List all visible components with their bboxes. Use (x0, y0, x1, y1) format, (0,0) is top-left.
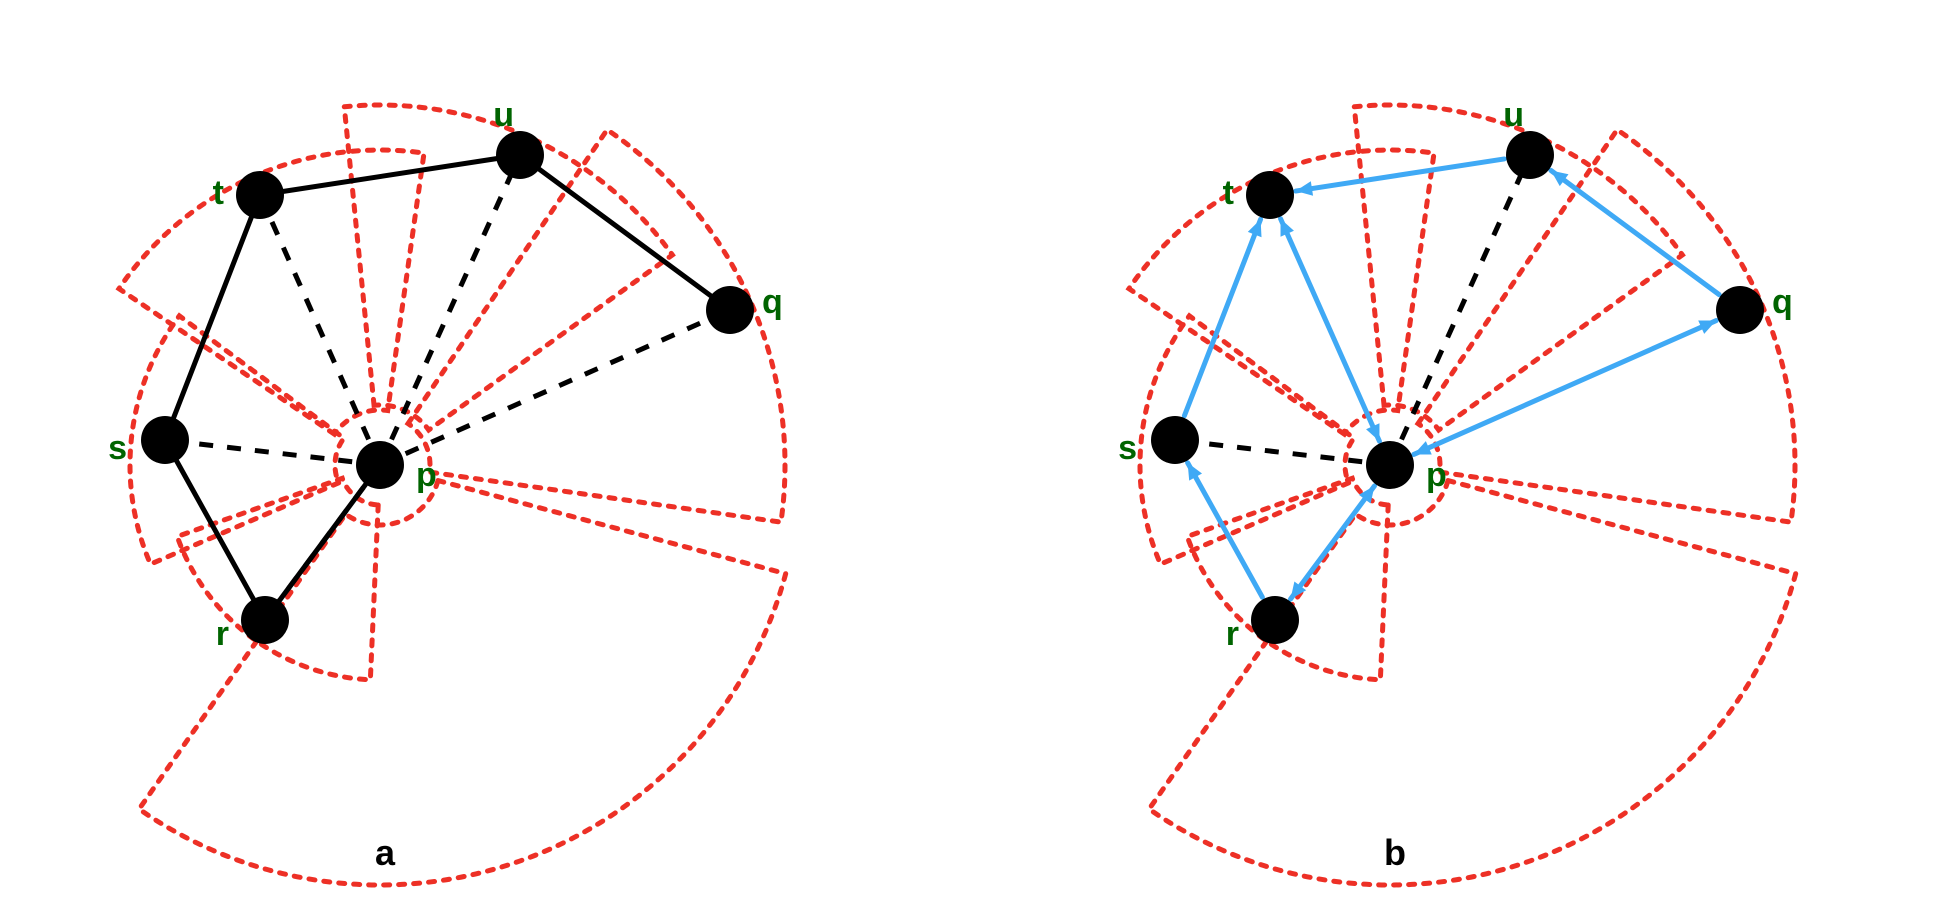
cones-layer (119, 105, 786, 885)
node-label-q: q (762, 283, 783, 321)
dashed-edge-p-s (165, 440, 380, 465)
node-s (1151, 416, 1199, 464)
panel-label-a: a (375, 832, 396, 873)
node-q (1716, 286, 1764, 334)
cone-region (1149, 481, 1796, 885)
panel-a: p q r s t u (108, 96, 786, 885)
node-label-s: s (108, 429, 127, 467)
node-label-r: r (1226, 615, 1239, 653)
node-label-u: u (493, 96, 514, 134)
panel-b: p q r s t u (1118, 96, 1796, 885)
arrow-edge (1281, 219, 1380, 441)
node-p (356, 441, 404, 489)
arrow-edge (1551, 170, 1719, 294)
cone-region (139, 481, 786, 885)
node-q (706, 286, 754, 334)
node-label-t: t (213, 174, 224, 212)
arrow-head (1248, 219, 1262, 237)
node-label-p: p (416, 456, 437, 494)
node-label-p: p (1426, 456, 1447, 494)
solid-edge-s-r (165, 440, 265, 620)
node-p (1366, 441, 1414, 489)
node-u (1506, 131, 1554, 179)
node-t (1246, 171, 1294, 219)
node-label-r: r (216, 615, 229, 653)
arrow-edge (1414, 321, 1716, 455)
cones-layer (1129, 105, 1796, 885)
node-r (241, 596, 289, 644)
arrow-edge (1188, 463, 1263, 598)
panel-label-b: b (1384, 832, 1406, 873)
node-s (141, 416, 189, 464)
node-r (1251, 596, 1299, 644)
node-u (496, 131, 544, 179)
node-label-u: u (1503, 96, 1524, 134)
node-t (236, 171, 284, 219)
node-label-q: q (1772, 283, 1793, 321)
node-label-s: s (1118, 429, 1137, 467)
diagram-canvas: p q r s t u a p q r s t u b (0, 0, 1960, 918)
node-label-t: t (1223, 174, 1234, 212)
arrow-edge (1184, 219, 1260, 416)
arrow-edge (1296, 159, 1505, 191)
dashed-edge-p-s (1175, 440, 1390, 465)
